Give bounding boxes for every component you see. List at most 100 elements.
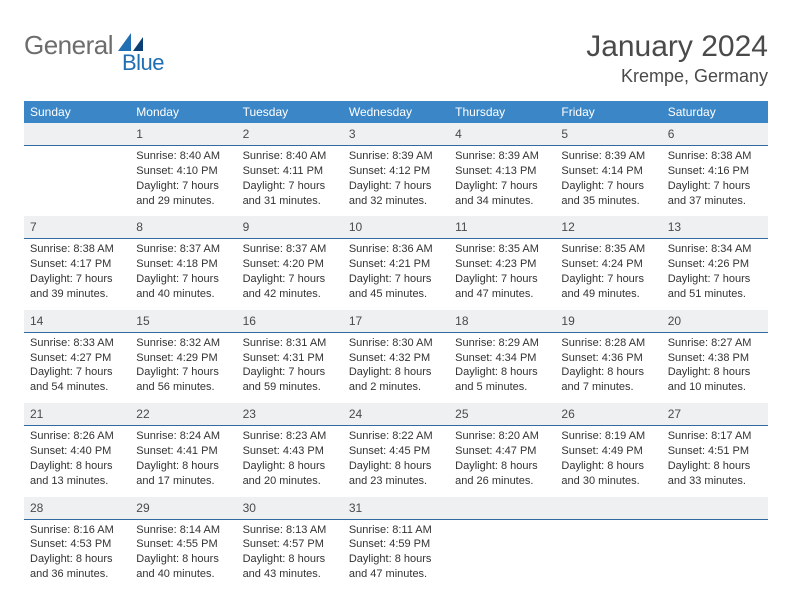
sunrise-text: Sunrise: 8:22 AM xyxy=(349,429,443,444)
sunset-text: Sunset: 4:24 PM xyxy=(561,257,655,272)
day-number: 8 xyxy=(136,220,143,234)
day-info: Sunrise: 8:39 AMSunset: 4:14 PMDaylight:… xyxy=(555,146,661,216)
day-cell: 17Sunrise: 8:30 AMSunset: 4:32 PMDayligh… xyxy=(343,310,449,403)
daylight2-text: and 39 minutes. xyxy=(30,287,124,302)
daylight1-text: Daylight: 8 hours xyxy=(30,552,124,567)
daylight2-text: and 32 minutes. xyxy=(349,194,443,209)
day-number: 21 xyxy=(30,407,43,421)
sunrise-text: Sunrise: 8:28 AM xyxy=(561,336,655,351)
day-cell: 20Sunrise: 8:27 AMSunset: 4:38 PMDayligh… xyxy=(662,310,768,403)
daylight2-text: and 23 minutes. xyxy=(349,474,443,489)
sunset-text: Sunset: 4:14 PM xyxy=(561,164,655,179)
sunrise-text: Sunrise: 8:34 AM xyxy=(668,242,762,257)
day-number-row: 21 xyxy=(24,403,130,426)
sunset-text: Sunset: 4:36 PM xyxy=(561,351,655,366)
sunrise-text: Sunrise: 8:20 AM xyxy=(455,429,549,444)
daylight2-text: and 40 minutes. xyxy=(136,287,230,302)
day-cell: 23Sunrise: 8:23 AMSunset: 4:43 PMDayligh… xyxy=(237,403,343,496)
day-cell: . xyxy=(24,123,130,216)
day-number-row: 7 xyxy=(24,216,130,239)
header: General Blue January 2024 Krempe, German… xyxy=(24,30,768,87)
sunset-text: Sunset: 4:23 PM xyxy=(455,257,549,272)
day-info: Sunrise: 8:39 AMSunset: 4:12 PMDaylight:… xyxy=(343,146,449,216)
location: Krempe, Germany xyxy=(586,66,768,87)
sunset-text: Sunset: 4:21 PM xyxy=(349,257,443,272)
sunset-text: Sunset: 4:11 PM xyxy=(243,164,337,179)
daylight1-text: Daylight: 7 hours xyxy=(455,272,549,287)
day-number-row: 3 xyxy=(343,123,449,146)
daylight2-text: and 35 minutes. xyxy=(561,194,655,209)
day-cell: 9Sunrise: 8:37 AMSunset: 4:20 PMDaylight… xyxy=(237,216,343,309)
day-cell: 8Sunrise: 8:37 AMSunset: 4:18 PMDaylight… xyxy=(130,216,236,309)
day-number: 15 xyxy=(136,314,149,328)
daylight2-text: and 33 minutes. xyxy=(668,474,762,489)
daylight1-text: Daylight: 7 hours xyxy=(561,179,655,194)
day-number-row: 11 xyxy=(449,216,555,239)
day-info: Sunrise: 8:29 AMSunset: 4:34 PMDaylight:… xyxy=(449,333,555,403)
day-info: Sunrise: 8:40 AMSunset: 4:11 PMDaylight:… xyxy=(237,146,343,216)
day-info: Sunrise: 8:16 AMSunset: 4:53 PMDaylight:… xyxy=(24,520,130,590)
sunset-text: Sunset: 4:43 PM xyxy=(243,444,337,459)
day-cell: 26Sunrise: 8:19 AMSunset: 4:49 PMDayligh… xyxy=(555,403,661,496)
daylight2-text: and 54 minutes. xyxy=(30,380,124,395)
day-number-row: 16 xyxy=(237,310,343,333)
daylight1-text: Daylight: 8 hours xyxy=(136,459,230,474)
day-cell: 24Sunrise: 8:22 AMSunset: 4:45 PMDayligh… xyxy=(343,403,449,496)
sunrise-text: Sunrise: 8:23 AM xyxy=(243,429,337,444)
sunset-text: Sunset: 4:17 PM xyxy=(30,257,124,272)
day-number: 23 xyxy=(243,407,256,421)
sunset-text: Sunset: 4:20 PM xyxy=(243,257,337,272)
day-number: 13 xyxy=(668,220,681,234)
sunset-text: Sunset: 4:59 PM xyxy=(349,537,443,552)
day-info: Sunrise: 8:35 AMSunset: 4:23 PMDaylight:… xyxy=(449,239,555,309)
daylight1-text: Daylight: 8 hours xyxy=(349,552,443,567)
sunset-text: Sunset: 4:31 PM xyxy=(243,351,337,366)
day-info: Sunrise: 8:35 AMSunset: 4:24 PMDaylight:… xyxy=(555,239,661,309)
dayname: Wednesday xyxy=(343,101,449,123)
day-number-row: 29 xyxy=(130,497,236,520)
day-cell: 7Sunrise: 8:38 AMSunset: 4:17 PMDaylight… xyxy=(24,216,130,309)
day-number: 4 xyxy=(455,127,462,141)
daylight2-text: and 34 minutes. xyxy=(455,194,549,209)
day-number-row: 6 xyxy=(662,123,768,146)
sunrise-text: Sunrise: 8:32 AM xyxy=(136,336,230,351)
day-number-row: 26 xyxy=(555,403,661,426)
week-row: .1Sunrise: 8:40 AMSunset: 4:10 PMDayligh… xyxy=(24,123,768,216)
day-cell: 18Sunrise: 8:29 AMSunset: 4:34 PMDayligh… xyxy=(449,310,555,403)
day-number: 24 xyxy=(349,407,362,421)
day-info xyxy=(24,146,130,210)
sunrise-text: Sunrise: 8:39 AM xyxy=(561,149,655,164)
day-cell: 28Sunrise: 8:16 AMSunset: 4:53 PMDayligh… xyxy=(24,497,130,590)
daylight1-text: Daylight: 7 hours xyxy=(30,272,124,287)
daylight1-text: Daylight: 8 hours xyxy=(455,459,549,474)
daylight2-text: and 51 minutes. xyxy=(668,287,762,302)
dayname: Tuesday xyxy=(237,101,343,123)
day-cell: 6Sunrise: 8:38 AMSunset: 4:16 PMDaylight… xyxy=(662,123,768,216)
daylight1-text: Daylight: 7 hours xyxy=(349,179,443,194)
sunrise-text: Sunrise: 8:30 AM xyxy=(349,336,443,351)
day-info: Sunrise: 8:26 AMSunset: 4:40 PMDaylight:… xyxy=(24,426,130,496)
day-cell: . xyxy=(449,497,555,590)
sunrise-text: Sunrise: 8:33 AM xyxy=(30,336,124,351)
title-block: January 2024 Krempe, Germany xyxy=(586,30,768,87)
week-row: 14Sunrise: 8:33 AMSunset: 4:27 PMDayligh… xyxy=(24,310,768,403)
day-info: Sunrise: 8:33 AMSunset: 4:27 PMDaylight:… xyxy=(24,333,130,403)
day-number: 30 xyxy=(243,501,256,515)
daylight2-text: and 43 minutes. xyxy=(243,567,337,582)
day-info: Sunrise: 8:39 AMSunset: 4:13 PMDaylight:… xyxy=(449,146,555,216)
daylight2-text: and 56 minutes. xyxy=(136,380,230,395)
day-cell: . xyxy=(662,497,768,590)
daylight2-text: and 31 minutes. xyxy=(243,194,337,209)
sunrise-text: Sunrise: 8:11 AM xyxy=(349,523,443,538)
sunset-text: Sunset: 4:40 PM xyxy=(30,444,124,459)
day-cell: 21 Sunrise: 8:26 AMSunset: 4:40 PMDayligh… xyxy=(24,403,130,496)
day-number: 16 xyxy=(243,314,256,328)
sunrise-text: Sunrise: 8:29 AM xyxy=(455,336,549,351)
sunrise-text: Sunrise: 8:14 AM xyxy=(136,523,230,538)
day-number: 26 xyxy=(561,407,574,421)
day-number-row: 1 xyxy=(130,123,236,146)
day-info xyxy=(449,520,555,584)
day-number: 12 xyxy=(561,220,574,234)
daylight1-text: Daylight: 7 hours xyxy=(455,179,549,194)
sunrise-text: Sunrise: 8:26 AM xyxy=(30,429,124,444)
